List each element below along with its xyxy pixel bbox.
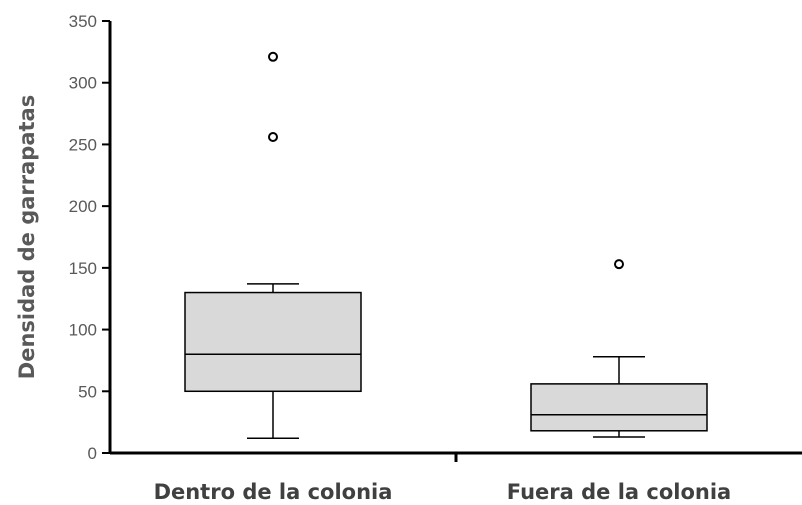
box-iqr	[530, 383, 708, 432]
y-tick-label-7: 350	[69, 12, 97, 31]
y-axis: 0 50 100 150 200 250 300 350	[69, 12, 112, 463]
x-axis: Dentro de la colonia Fuera de la colonia	[110, 451, 802, 504]
box-1	[530, 259, 708, 438]
y-tick-label-2: 100	[69, 321, 97, 340]
y-tick-label-0: 0	[88, 444, 97, 463]
outlier-point-0	[268, 132, 278, 143]
outlier-point-0	[614, 259, 624, 270]
y-axis-title: Densidad de garrapatas	[15, 95, 39, 379]
boxes	[184, 51, 708, 439]
box-0	[184, 51, 362, 439]
outlier-point-1	[268, 51, 278, 62]
y-tick-label-5: 250	[69, 135, 97, 154]
y-tick-label-1: 50	[78, 382, 97, 401]
x-tick-label-1: Fuera de la colonia	[507, 480, 731, 504]
y-tick-label-6: 300	[69, 74, 97, 93]
x-tick-label-0: Dentro de la colonia	[154, 480, 393, 504]
box-iqr	[184, 291, 362, 393]
y-tick-label-3: 150	[69, 259, 97, 278]
y-tick-label-4: 200	[69, 197, 97, 216]
